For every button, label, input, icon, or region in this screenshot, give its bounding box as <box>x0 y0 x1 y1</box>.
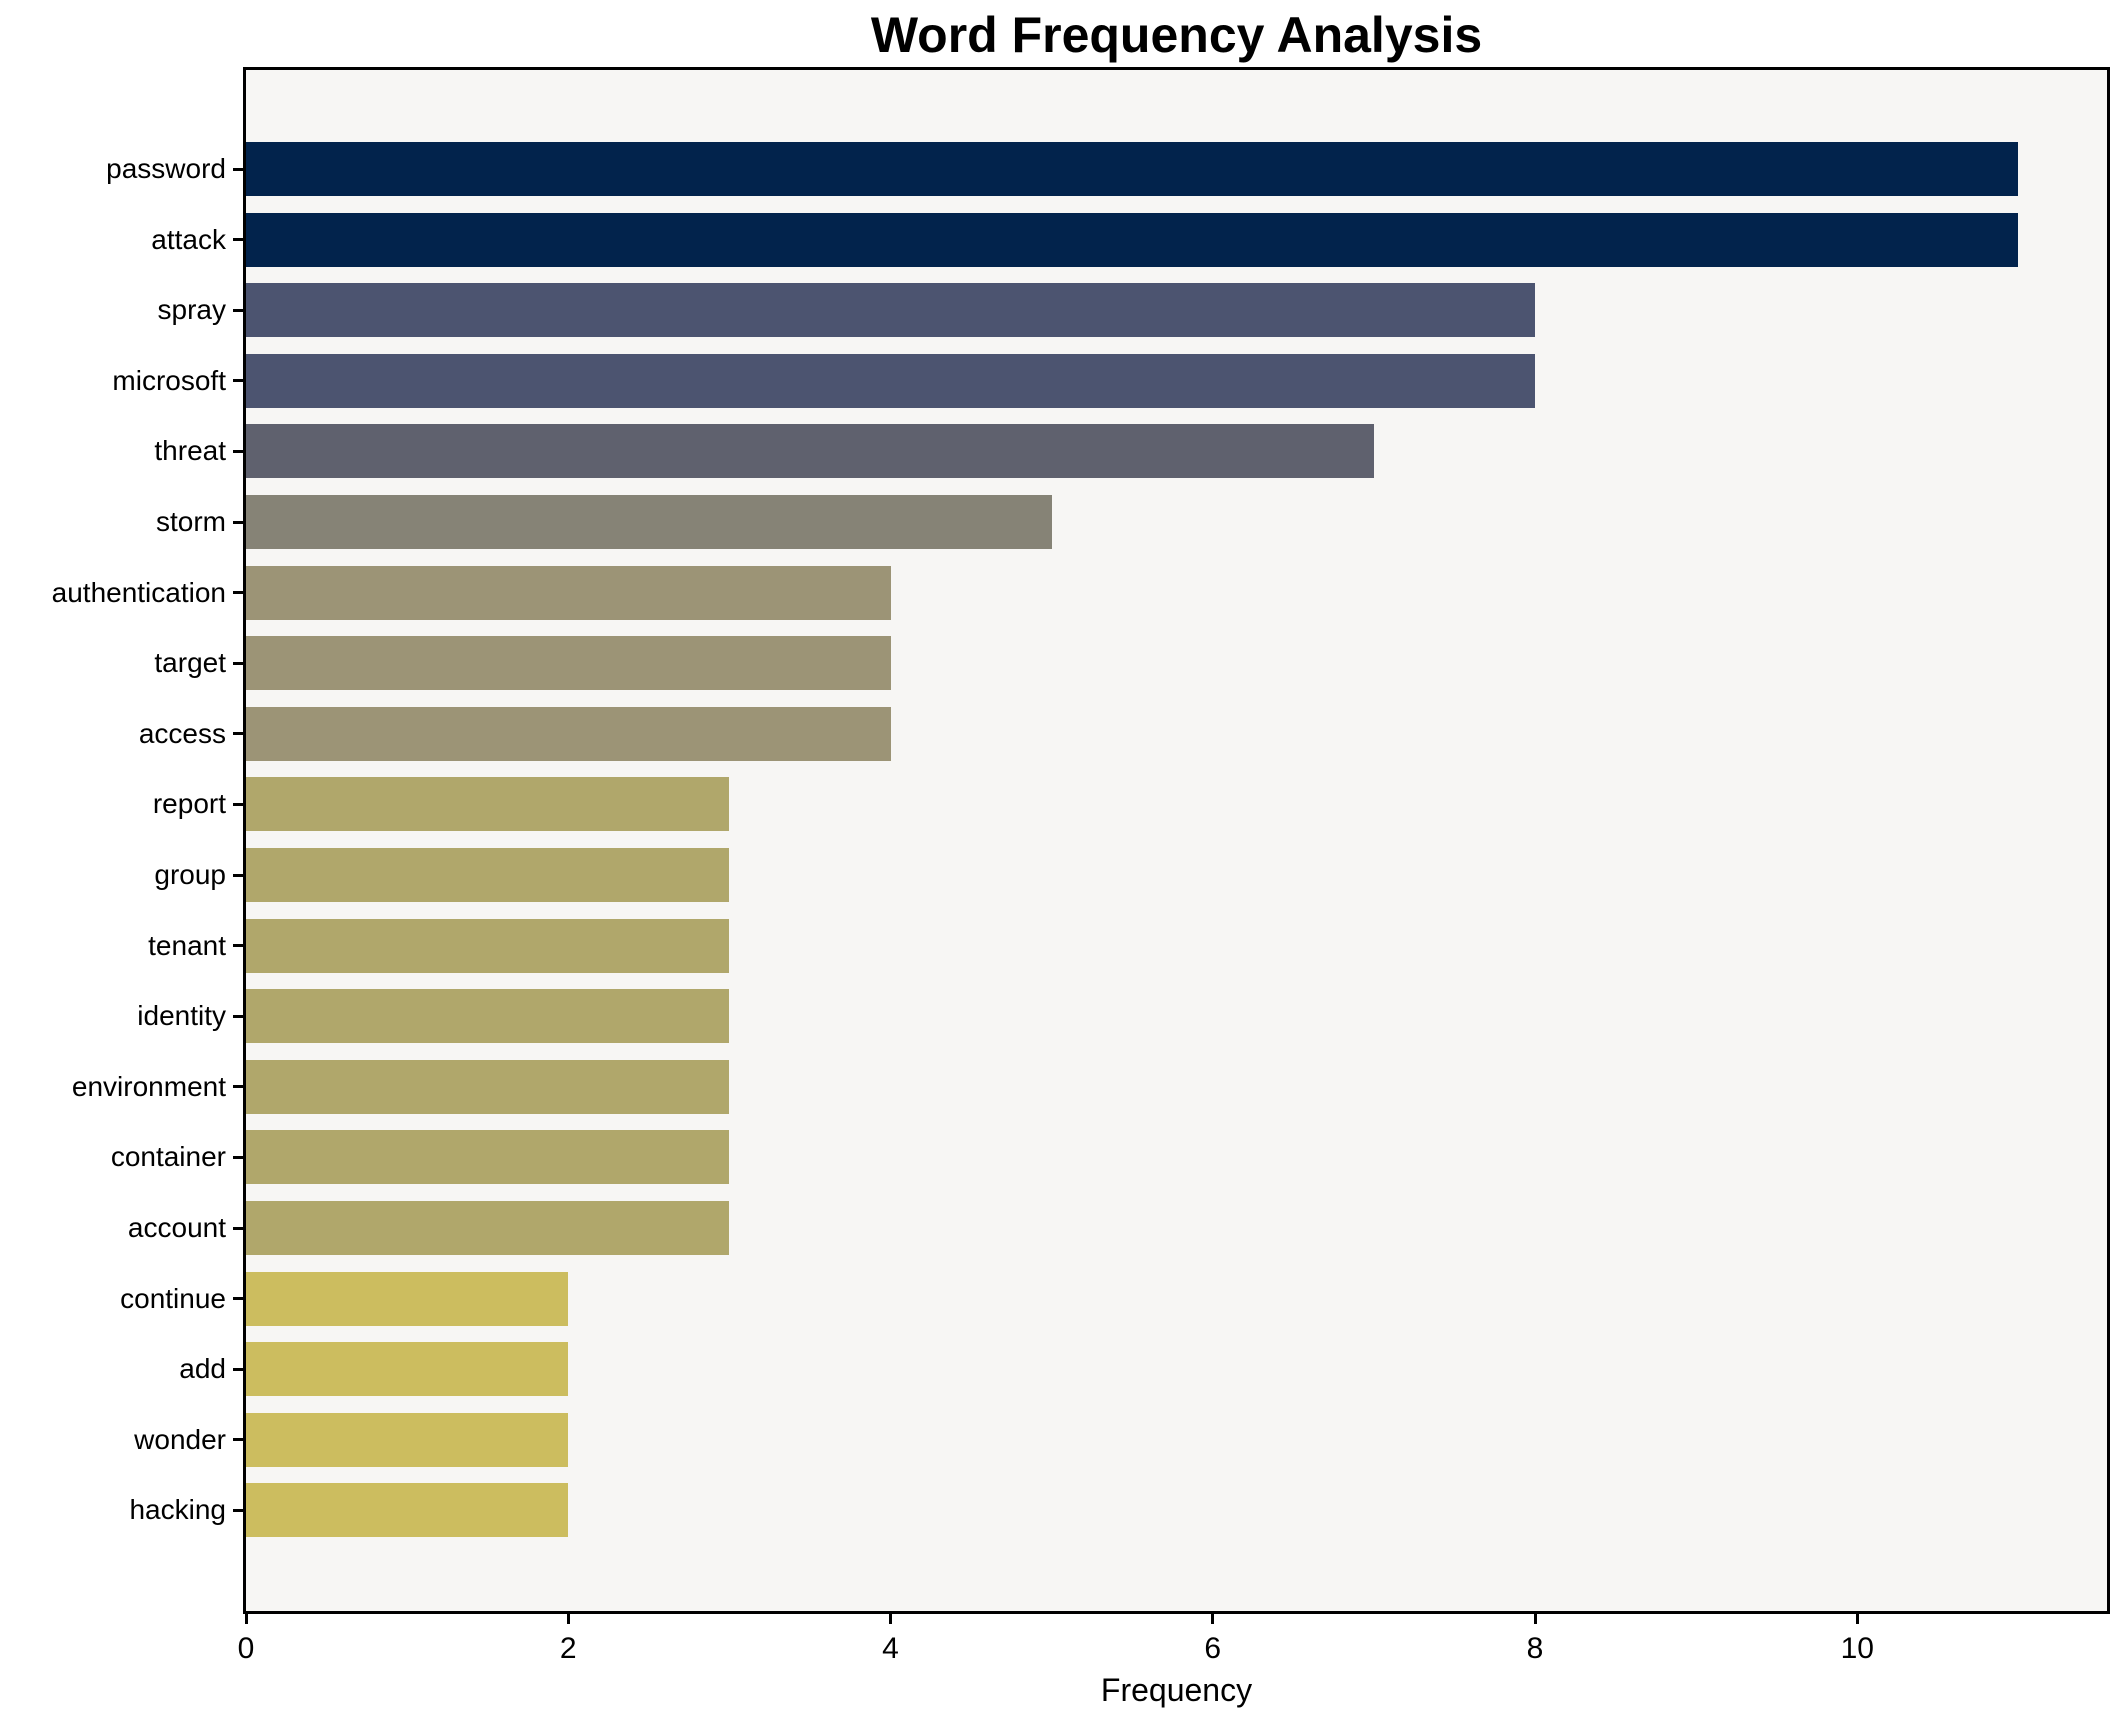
y-tick-mark <box>233 732 245 736</box>
bar-add <box>246 1342 569 1397</box>
y-tick-mark <box>233 308 245 312</box>
y-tick-label-microsoft: microsoft <box>112 364 226 396</box>
bar-container <box>246 1130 730 1185</box>
chart-title: Word Frequency Analysis <box>870 7 1483 63</box>
y-tick-label-group: group <box>154 859 226 890</box>
x-tick-label-6: 6 <box>1204 1632 1222 1665</box>
x-tick-label-10: 10 <box>1840 1632 1874 1665</box>
bar-environment <box>246 1059 730 1114</box>
y-tick-mark <box>233 1155 245 1159</box>
bar-hacking <box>246 1483 569 1538</box>
x-tick-mark <box>1211 1611 1215 1624</box>
bar-continue <box>246 1271 569 1326</box>
y-tick-label-container: container <box>110 1141 226 1173</box>
y-tick-label-threat: threat <box>154 435 226 467</box>
bar-storm <box>246 495 1052 549</box>
y-tick-label-access: access <box>138 717 226 749</box>
x-tick-label-4: 4 <box>882 1632 899 1665</box>
y-tick-mark <box>233 379 245 383</box>
bar-group <box>246 848 730 902</box>
x-tick-mark <box>1855 1611 1859 1624</box>
bar-microsoft <box>246 353 1535 408</box>
x-tick-mark <box>889 1611 892 1624</box>
x-tick-label-0: 0 <box>237 1632 255 1665</box>
bar-identity <box>246 989 730 1044</box>
y-tick-label-attack: attack <box>151 223 226 255</box>
bar-authentication <box>246 565 891 620</box>
bar-report <box>246 777 730 832</box>
y-tick-mark <box>233 661 245 665</box>
y-tick-label-account: account <box>127 1212 226 1243</box>
y-tick-mark <box>233 238 245 242</box>
y-tick-mark <box>233 591 245 595</box>
y-tick-mark <box>233 1438 245 1442</box>
x-tick-mark <box>1533 1611 1537 1624</box>
y-tick-mark <box>233 1085 245 1089</box>
y-tick-mark <box>233 873 245 877</box>
y-tick-mark <box>233 1367 245 1371</box>
x-tick-mark <box>244 1611 248 1624</box>
bar-threat <box>246 424 1374 479</box>
y-tick-mark <box>233 1297 245 1301</box>
y-tick-label-spray: spray <box>157 294 226 326</box>
bar-spray <box>246 283 1535 338</box>
y-tick-mark <box>233 1508 245 1512</box>
y-tick-label-identity: identity <box>137 1000 226 1032</box>
y-tick-label-storm: storm <box>156 506 226 537</box>
x-tick-label-8: 8 <box>1526 1632 1544 1665</box>
bar-password <box>246 142 2019 196</box>
bar-attack <box>246 212 2019 267</box>
bar-target <box>246 636 891 691</box>
y-tick-label-wonder: wonder <box>134 1423 226 1455</box>
y-tick-label-add: add <box>179 1353 226 1385</box>
x-axis-title: Frequency <box>1100 1672 1253 1708</box>
y-tick-label-target: target <box>154 647 226 679</box>
y-tick-mark <box>233 520 245 524</box>
plot-area <box>243 67 2110 1614</box>
y-tick-label-tenant: tenant <box>148 929 226 961</box>
x-tick-label-2: 2 <box>559 1632 577 1665</box>
y-tick-label-authentication: authentication <box>51 576 226 608</box>
y-tick-label-hacking: hacking <box>129 1494 226 1526</box>
bar-wonder <box>246 1412 569 1467</box>
y-tick-mark <box>233 449 245 453</box>
y-tick-mark <box>233 802 245 806</box>
y-tick-mark <box>233 1014 245 1018</box>
y-tick-label-environment: environment <box>71 1070 226 1102</box>
y-tick-label-report: report <box>152 788 226 820</box>
x-tick-mark <box>566 1611 570 1624</box>
y-tick-label-continue: continue <box>120 1282 226 1314</box>
y-tick-label-password: password <box>106 153 226 184</box>
y-tick-mark <box>233 944 245 948</box>
bar-access <box>246 706 891 761</box>
y-tick-mark <box>233 1226 245 1230</box>
bar-tenant <box>246 918 730 973</box>
bar-account <box>246 1201 730 1255</box>
y-tick-mark <box>233 167 245 171</box>
